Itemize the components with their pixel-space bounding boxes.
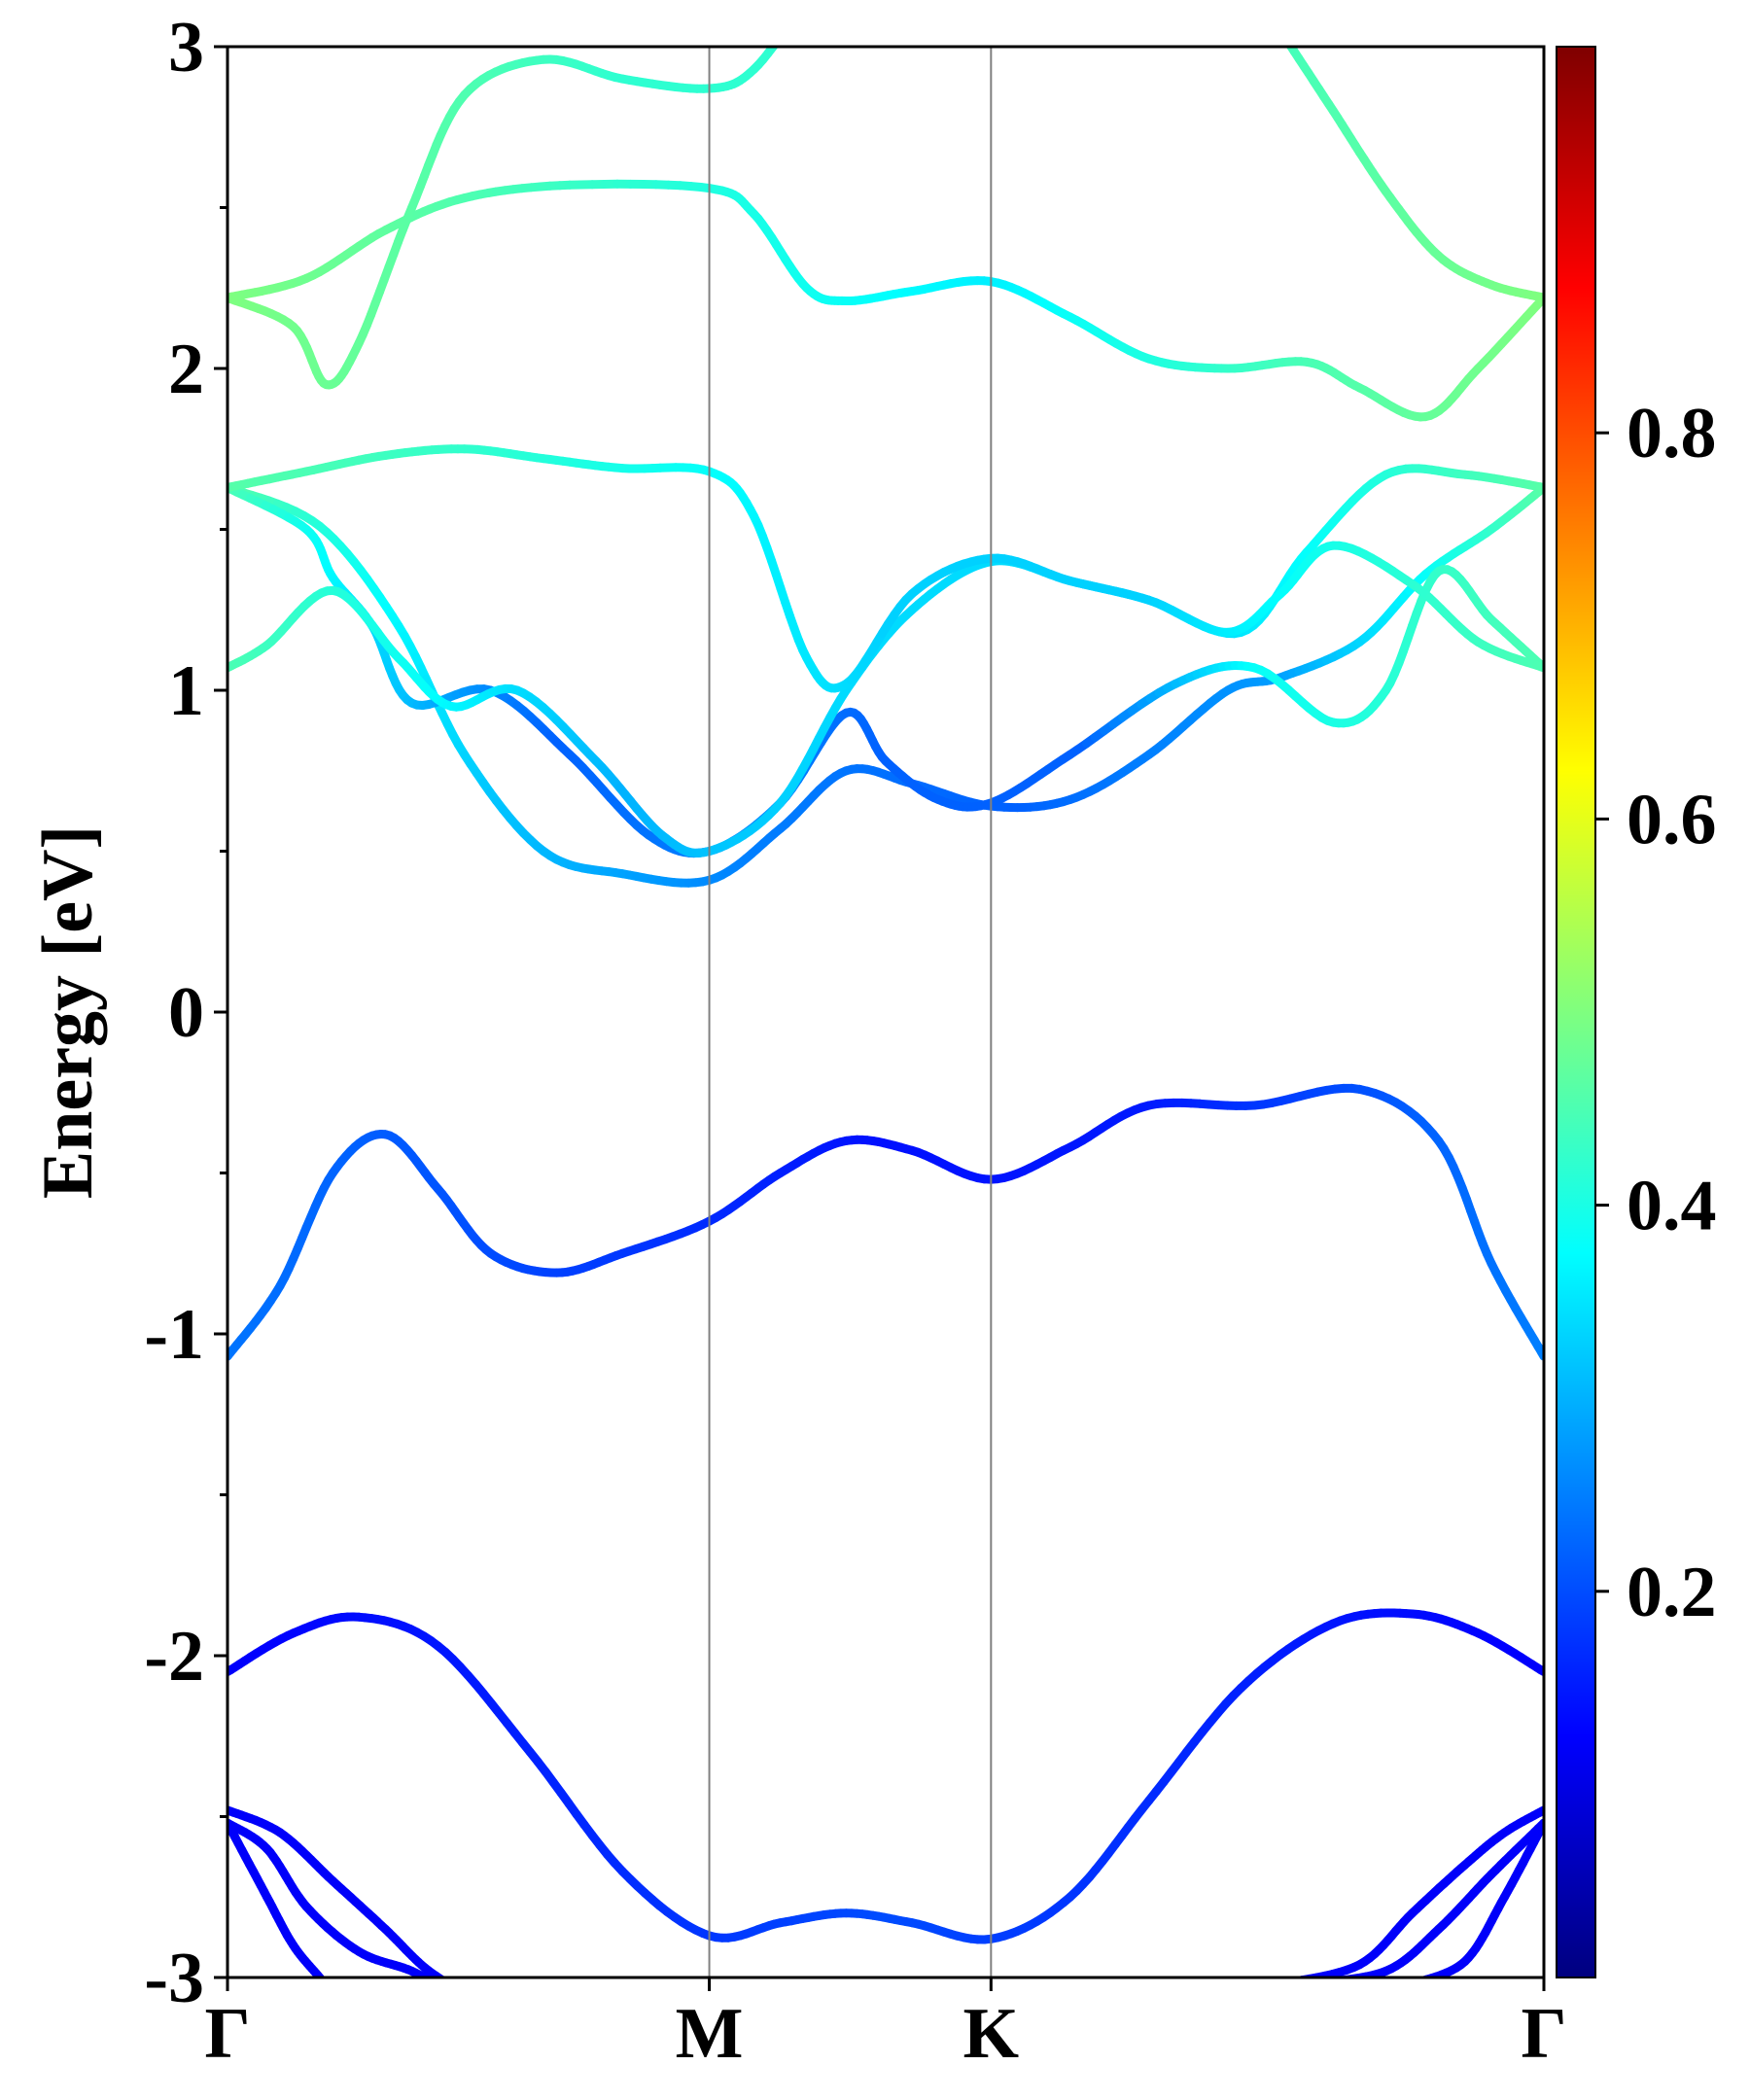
plot-frame xyxy=(226,45,1546,1979)
band-segment xyxy=(454,1987,457,1989)
band-segment xyxy=(328,1987,329,1988)
band-segment xyxy=(332,1993,333,1994)
band-segment xyxy=(331,1991,332,1992)
band-segment xyxy=(1327,1977,1339,1978)
band-segment xyxy=(1290,1977,1298,1978)
kpoint-lines xyxy=(708,47,993,1978)
band-line xyxy=(228,1805,465,1993)
y-axis-label: Energy [eV] xyxy=(28,825,108,1199)
y-tick-label: 0 xyxy=(168,973,204,1053)
band-segment xyxy=(326,1984,327,1986)
colorbar: 0.2 0.4 0.6 0.8 xyxy=(1556,46,1717,1978)
band-segment xyxy=(440,1976,447,1978)
band-line xyxy=(1280,31,1544,302)
band-line xyxy=(228,1818,333,1994)
band-segment xyxy=(792,13,796,19)
band-segment xyxy=(451,1985,455,1987)
band-segment xyxy=(804,0,807,2)
colorbar-scale xyxy=(1556,46,1596,1978)
y-axis: 3 2 1 0 -1 -2 -3 xyxy=(144,8,228,2018)
band-segment xyxy=(1413,1983,1416,1984)
band-segment xyxy=(784,25,788,32)
band-segment xyxy=(327,1986,328,1987)
band-segment xyxy=(1415,1982,1418,1983)
band-segment xyxy=(441,1987,444,1989)
band-line xyxy=(1413,1818,1544,1984)
kpoint-label: K xyxy=(963,1994,1020,2074)
band-segment xyxy=(447,1983,451,1985)
band-segment xyxy=(329,1989,330,1990)
band-segment xyxy=(797,7,801,13)
band-line xyxy=(228,0,807,390)
band-segment xyxy=(1339,1975,1355,1978)
band-line xyxy=(228,179,1544,422)
band-segment xyxy=(1298,1974,1313,1978)
band-segment xyxy=(1280,1983,1284,1984)
band-segment xyxy=(444,1989,447,1991)
band-line xyxy=(228,1818,451,1993)
band-line xyxy=(228,483,1544,888)
y-tick-label: -3 xyxy=(144,1939,204,2018)
band-segment xyxy=(463,1992,465,1993)
band-segment xyxy=(460,1991,463,1993)
band-segment xyxy=(1283,34,1286,39)
band-segment xyxy=(320,1977,326,1978)
band-segment xyxy=(438,1985,441,1987)
band-segment xyxy=(324,1983,325,1985)
y-tick-label: 3 xyxy=(168,8,204,88)
colorbar-tick-label: 0.8 xyxy=(1627,394,1717,473)
kpoint-label: Γ xyxy=(1521,1994,1566,2074)
band-segment xyxy=(330,1990,331,1991)
band-segment xyxy=(1285,47,1295,50)
band-line xyxy=(228,444,1544,693)
band-segment xyxy=(449,1992,451,1993)
colorbar-tick-label: 0.6 xyxy=(1627,780,1717,859)
band-segment xyxy=(1293,1976,1306,1978)
band-line xyxy=(228,1608,1544,1944)
band-segment xyxy=(1333,1976,1348,1978)
band-segment xyxy=(1307,1983,1311,1984)
band-segment xyxy=(435,1983,438,1985)
band-line xyxy=(228,464,1544,858)
band-segment xyxy=(1311,1983,1315,1984)
band-segment xyxy=(1418,1975,1431,1978)
band-segment xyxy=(457,1989,460,1991)
band-segment xyxy=(317,1975,326,1978)
band-segment xyxy=(1325,1977,1330,1978)
band-segment xyxy=(423,1975,434,1978)
band-segment xyxy=(1284,1982,1289,1983)
colorbar-tick-label: 0.2 xyxy=(1627,1553,1717,1632)
y-tick-label: -1 xyxy=(144,1295,204,1375)
kpoint-label: Γ xyxy=(204,1994,250,2074)
y-tick-label: 1 xyxy=(168,651,204,731)
band-segment xyxy=(801,2,804,7)
y-tick-label: 2 xyxy=(168,330,204,409)
kpoint-label: M xyxy=(676,1994,744,2074)
y-tick-label: -2 xyxy=(144,1617,204,1697)
band-line xyxy=(1280,1805,1544,1984)
band-segment xyxy=(788,18,793,25)
colorbar-ticks: 0.2 0.4 0.6 0.8 xyxy=(1595,394,1717,1632)
band-segment xyxy=(1418,1977,1425,1978)
colorbar-tick-label: 0.4 xyxy=(1627,1167,1717,1246)
band-segment xyxy=(447,1991,449,1992)
band-segment xyxy=(778,33,783,40)
band-segment xyxy=(1280,31,1283,35)
bands-layer xyxy=(228,0,1544,1994)
band-line xyxy=(228,1083,1544,1361)
band-segment xyxy=(1315,1982,1321,1983)
band-segment xyxy=(429,1977,434,1978)
